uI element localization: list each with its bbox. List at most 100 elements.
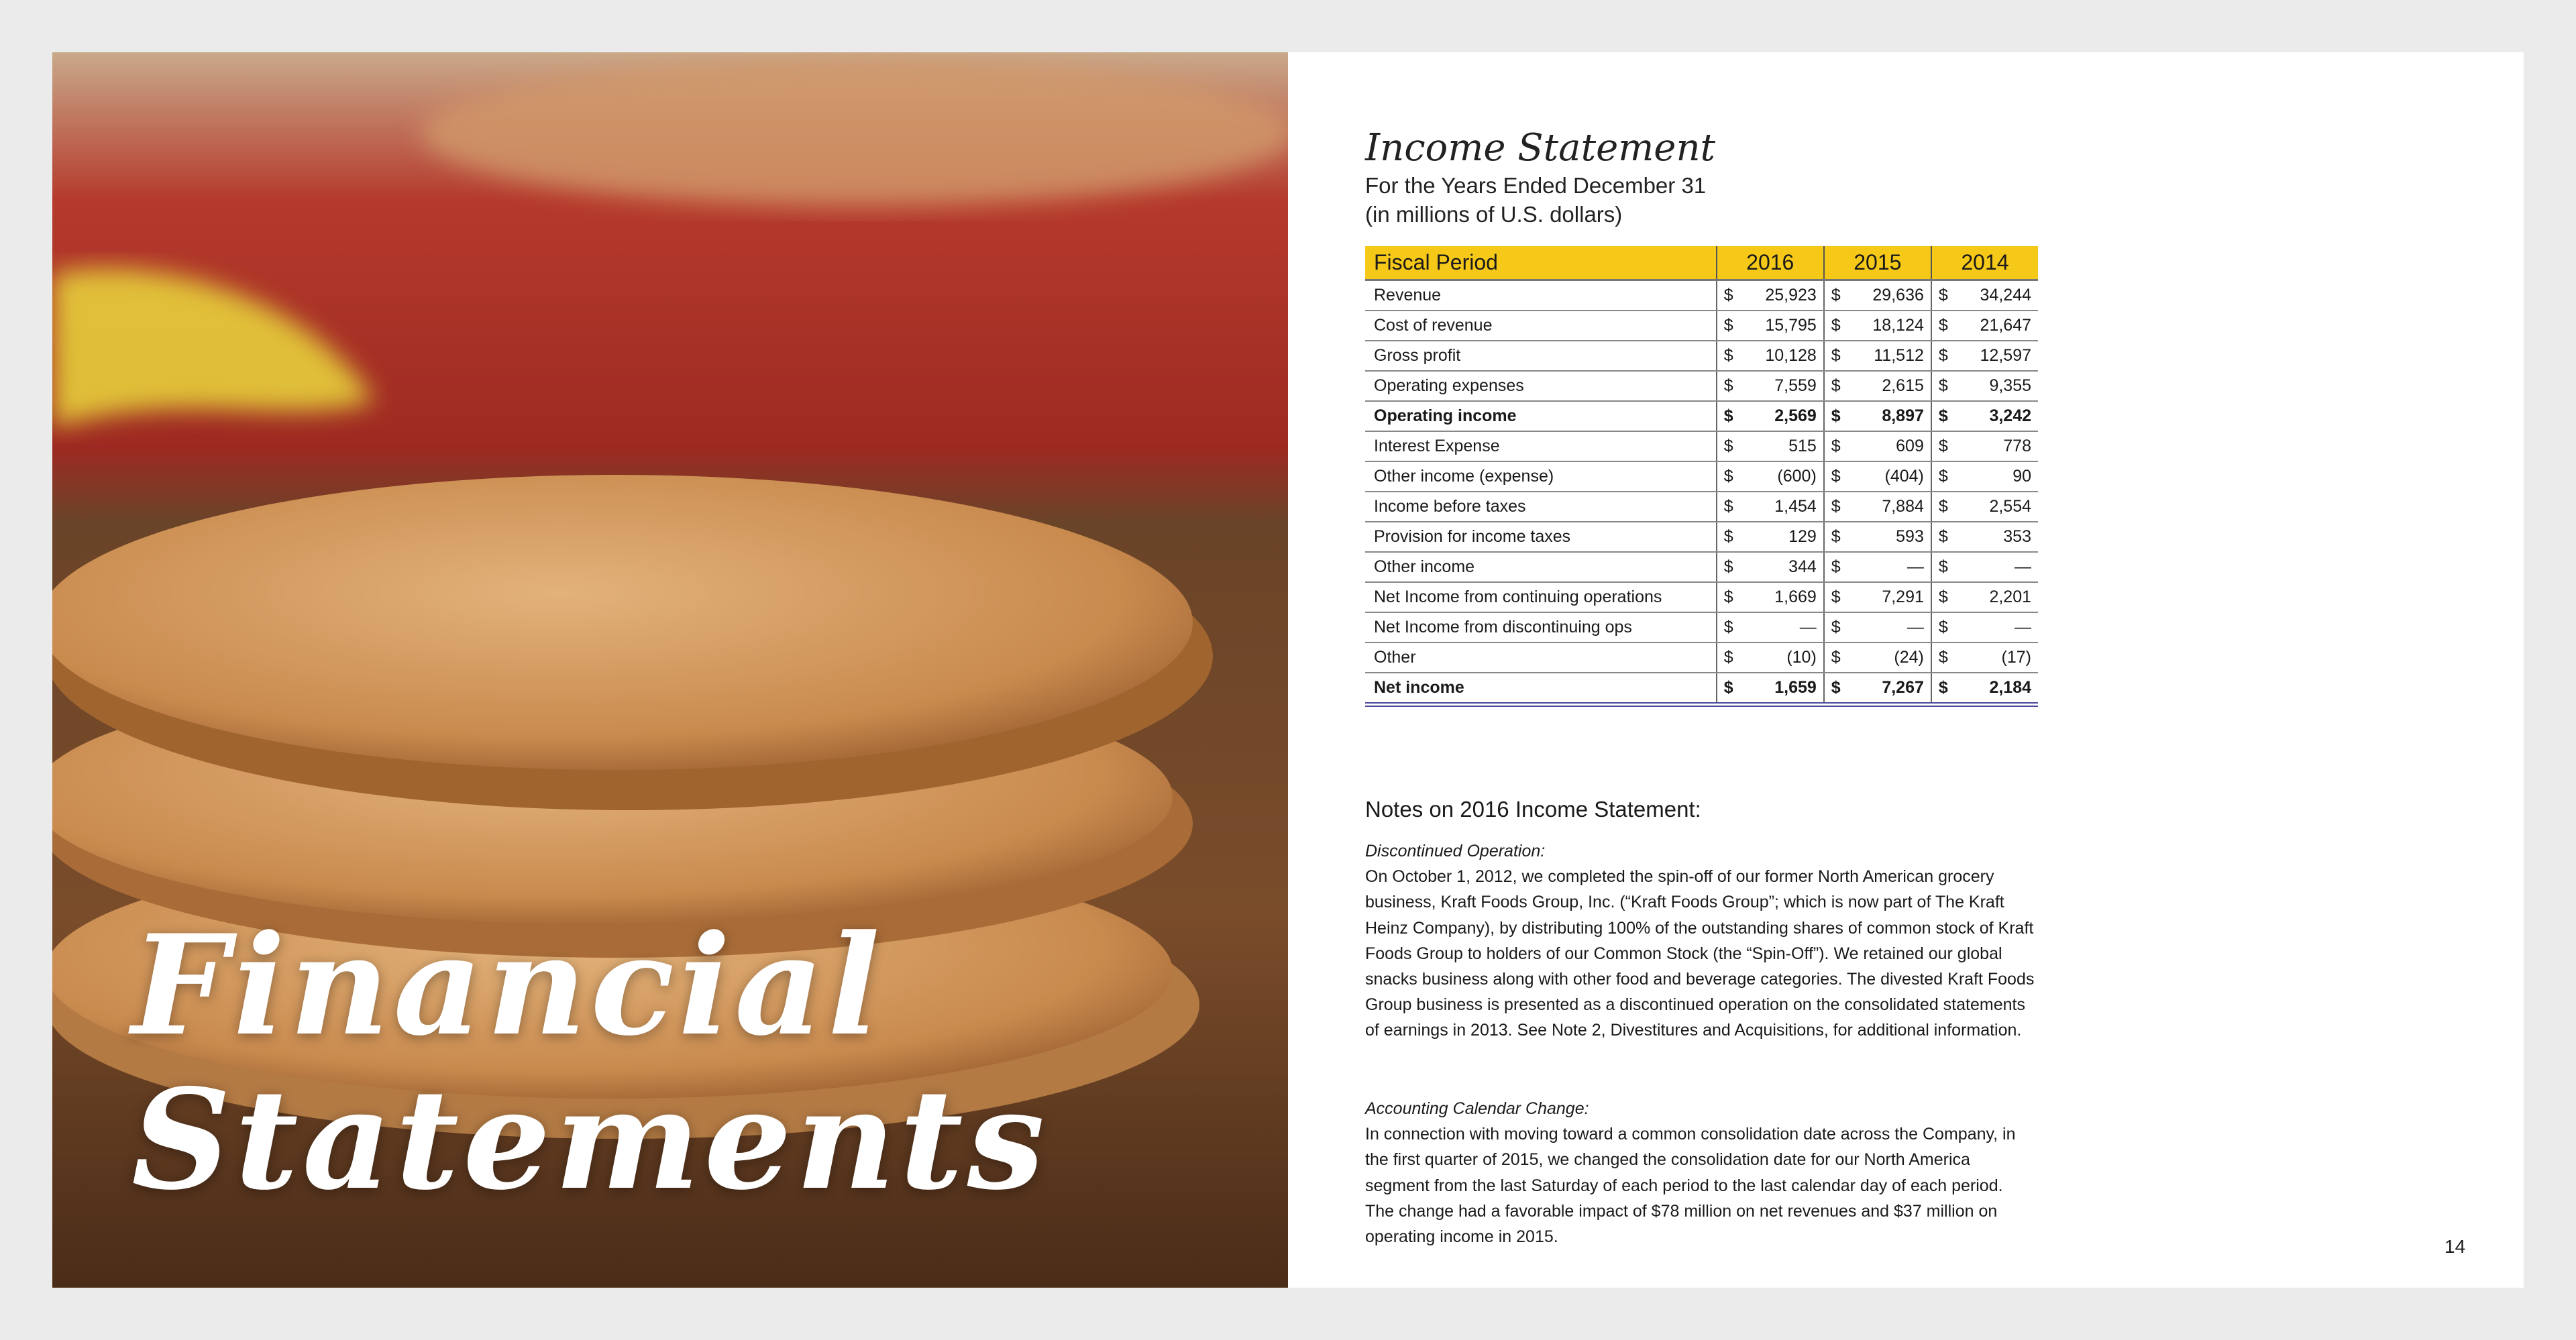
row-value: — — [2015, 557, 2031, 576]
row-label: Other income (expense) — [1365, 461, 1717, 492]
table-row: Gross profit $10,128 $11,512 $12,597 — [1365, 341, 2038, 372]
subtitle-period: For the Years Ended December 31 — [1365, 173, 1707, 198]
currency-symbol: $ — [1938, 648, 1948, 667]
row-label: Other income — [1365, 552, 1717, 583]
row-value: 10,128 — [1765, 346, 1817, 365]
row-value-cell: $ — — [1823, 612, 1931, 643]
currency-symbol: $ — [1723, 497, 1733, 516]
row-value: 34,244 — [1980, 286, 2031, 304]
row-value: 90 — [2012, 467, 2031, 486]
row-label: Operating expenses — [1365, 371, 1717, 402]
row-value: 609 — [1896, 437, 1924, 455]
header-year: 2015 — [1823, 246, 1931, 281]
row-value: 344 — [1788, 557, 1817, 576]
row-value-cell: $1,454 — [1715, 492, 1824, 522]
note-body: In connection with moving toward a commo… — [1365, 1125, 2016, 1247]
currency-symbol: $ — [1723, 406, 1733, 425]
row-value: — — [1907, 557, 1924, 576]
row-value: — — [1799, 618, 1817, 636]
row-value-cell: $1,669 — [1715, 582, 1824, 613]
currency-symbol: $ — [1723, 376, 1733, 395]
row-label: Provision for income taxes — [1365, 522, 1717, 553]
cover-photo-cookies: Financial Statements — [52, 52, 1288, 1288]
row-value: 778 — [2003, 437, 2031, 455]
row-value: 9,355 — [1989, 376, 2031, 395]
header-year: 2016 — [1715, 246, 1824, 281]
row-value: 12,597 — [1980, 346, 2031, 365]
row-value-cell: $515 — [1715, 431, 1824, 462]
subtitle-units: (in millions of U.S. dollars) — [1365, 202, 1623, 227]
currency-symbol: $ — [1723, 648, 1733, 667]
header-year: 2014 — [1930, 246, 2038, 281]
currency-symbol: $ — [1723, 437, 1733, 455]
currency-symbol: $ — [1831, 467, 1841, 486]
row-value-cell: $ (17) — [1930, 643, 2038, 673]
currency-symbol: $ — [1831, 316, 1841, 335]
row-value-cell: $10,128 — [1715, 341, 1824, 372]
row-value-cell: $12,597 — [1930, 341, 2038, 372]
row-label: Other — [1365, 643, 1717, 673]
row-value-cell: $1,659 — [1715, 673, 1824, 707]
header-fiscal-period: Fiscal Period — [1365, 246, 1717, 281]
row-value: 29,636 — [1872, 286, 1924, 304]
row-value: — — [2015, 618, 2031, 636]
row-value: (24) — [1894, 648, 1924, 667]
page-title: Income Statement — [1365, 126, 1716, 170]
row-value: (17) — [2001, 648, 2031, 667]
row-value-cell: $ — — [1930, 552, 2038, 583]
currency-symbol: $ — [1831, 588, 1841, 606]
table-header: Fiscal Period 2016 2015 2014 — [1365, 246, 2038, 281]
currency-symbol: $ — [1831, 527, 1841, 546]
currency-symbol: $ — [1831, 406, 1841, 425]
currency-symbol: $ — [1938, 406, 1948, 425]
currency-symbol: $ — [1723, 467, 1733, 486]
row-value-cell: $2,201 — [1930, 582, 2038, 613]
currency-symbol: $ — [1723, 316, 1733, 335]
row-value-cell: $2,615 — [1823, 371, 1931, 402]
table-row: Other income (expense) $ (600) $ (404) $90 — [1365, 461, 2038, 492]
row-value-cell: $34,244 — [1930, 280, 2038, 311]
row-value-cell: $8,897 — [1823, 401, 1931, 432]
row-value: 8,897 — [1882, 406, 1924, 425]
row-value-cell: $344 — [1715, 552, 1824, 583]
row-value: 18,124 — [1872, 316, 1924, 335]
currency-symbol: $ — [1723, 286, 1733, 304]
row-value-cell: $2,554 — [1930, 492, 2038, 522]
row-value-cell: $593 — [1823, 522, 1931, 553]
cover-title-line2: Statements — [131, 1060, 1049, 1221]
row-value: 15,795 — [1765, 316, 1817, 335]
currency-symbol: $ — [1723, 527, 1733, 546]
table-row: Income before taxes $1,454 $7,884 $2,554 — [1365, 492, 2038, 522]
currency-symbol: $ — [1723, 618, 1733, 636]
table-row: Cost of revenue $15,795 $18,124 $21,647 — [1365, 311, 2038, 341]
currency-symbol: $ — [1831, 497, 1841, 516]
row-value: 2,184 — [1989, 678, 2031, 697]
currency-symbol: $ — [1723, 588, 1733, 606]
currency-symbol: $ — [1831, 346, 1841, 365]
row-label: Net Income from discontinuing ops — [1365, 612, 1717, 643]
note-body: On October 1, 2012, we completed the spi… — [1365, 867, 2035, 1040]
note-discontinued-operation: Discontinued Operation: On October 1, 20… — [1365, 838, 2036, 1044]
row-label: Net Income from continuing operations — [1365, 582, 1717, 613]
row-value-cell: $2,569 — [1715, 401, 1824, 432]
row-label: Interest Expense — [1365, 431, 1717, 462]
row-label: Income before taxes — [1365, 492, 1717, 522]
table-row: Provision for income taxes $129 $593 $353 — [1365, 522, 2038, 553]
row-value-cell: $ (600) — [1715, 461, 1824, 492]
row-value: 11,512 — [1874, 346, 1924, 365]
row-value-cell: $7,291 — [1823, 582, 1931, 613]
table-row: Net Income from continuing operations $1,… — [1365, 582, 2038, 613]
note-accounting-calendar-change: Accounting Calendar Change: In connectio… — [1365, 1096, 2036, 1249]
table-row: Other income $344 $ — $ — — [1365, 552, 2038, 583]
currency-symbol: $ — [1723, 346, 1733, 365]
currency-symbol: $ — [1938, 437, 1948, 455]
row-value: 21,647 — [1980, 316, 2031, 335]
currency-symbol: $ — [1831, 618, 1841, 636]
page-number: 14 — [2445, 1236, 2466, 1257]
row-value: 7,559 — [1774, 376, 1817, 395]
currency-symbol: $ — [1938, 588, 1948, 606]
row-value-cell: $9,355 — [1930, 371, 2038, 402]
row-value-cell: $7,267 — [1823, 673, 1931, 707]
row-value: (404) — [1884, 467, 1924, 486]
row-label: Revenue — [1365, 280, 1717, 311]
